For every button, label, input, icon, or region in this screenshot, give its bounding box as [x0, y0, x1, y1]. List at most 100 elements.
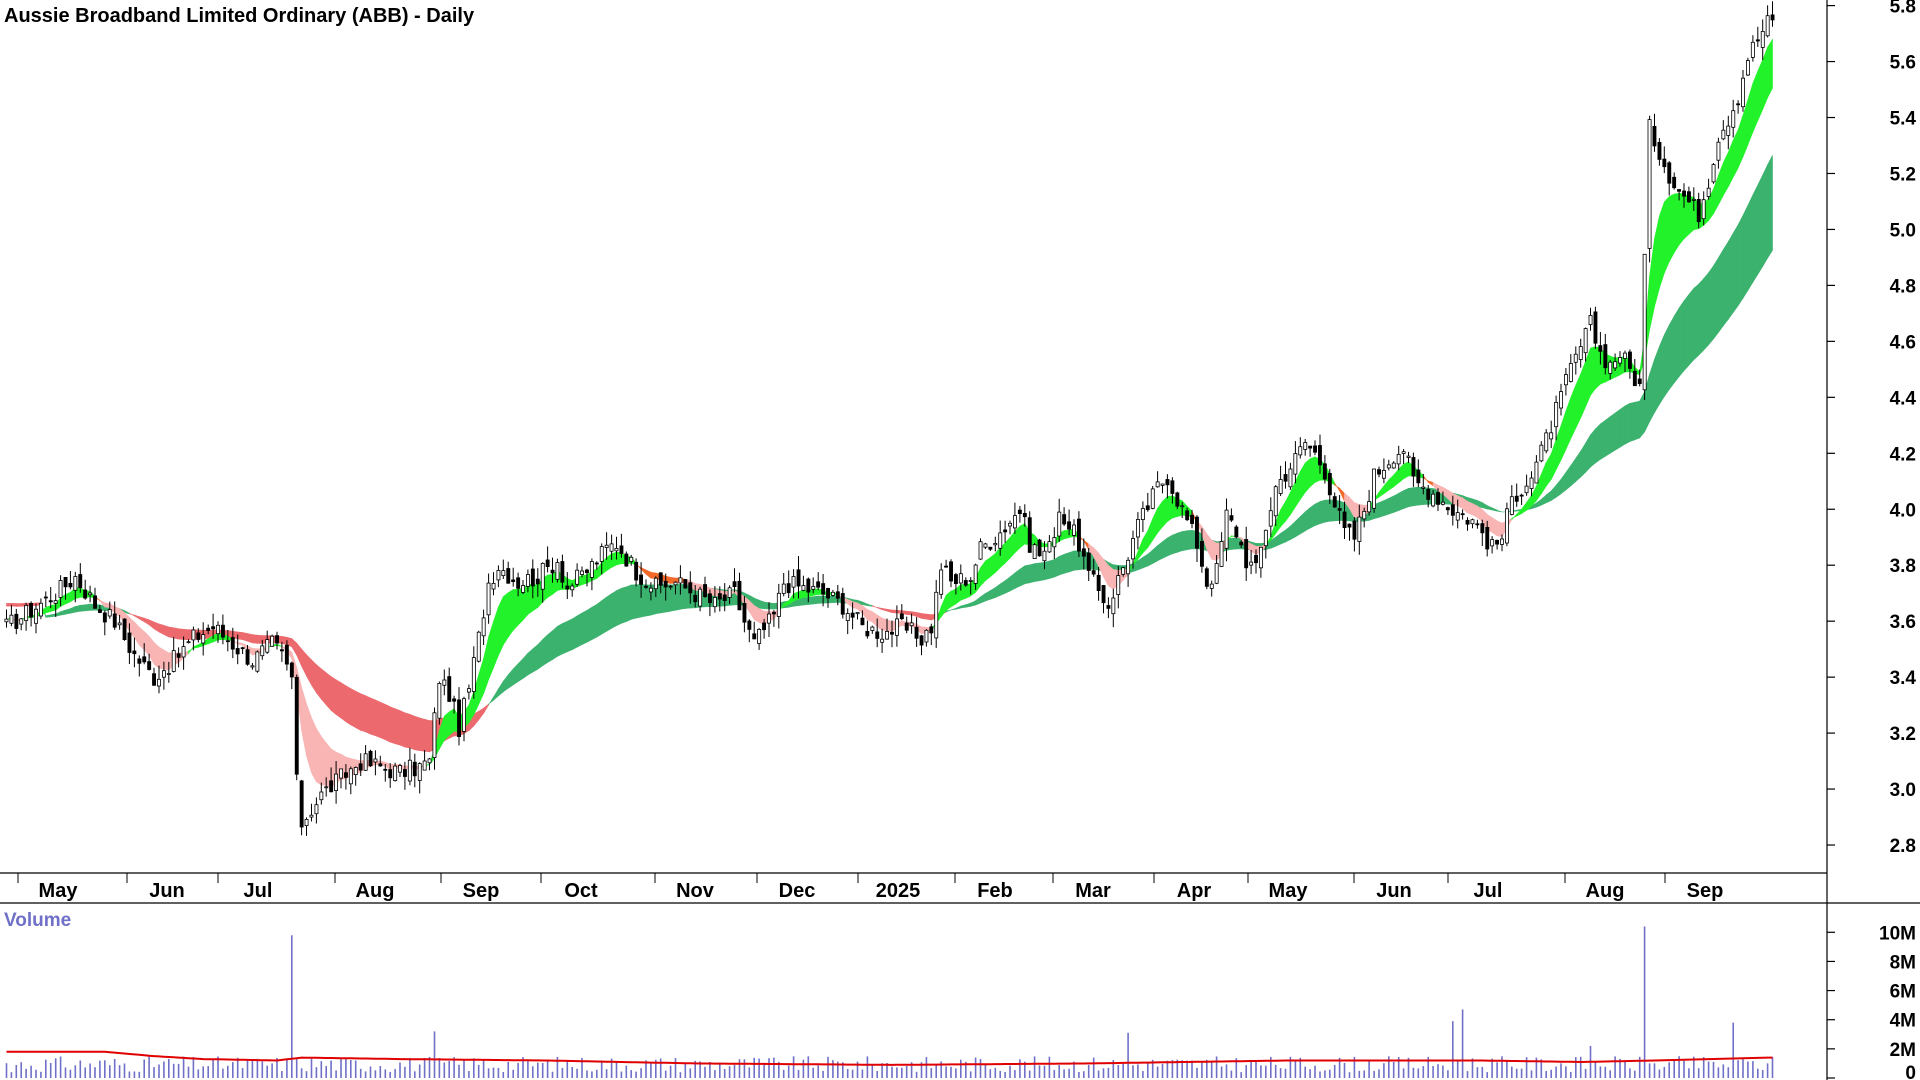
short-term-band-segment — [640, 567, 647, 575]
candle-body — [1357, 516, 1362, 542]
candle-body — [949, 561, 953, 582]
long-term-band-segment — [1044, 560, 1050, 581]
long-term-band-segment — [522, 652, 529, 679]
candle-body — [944, 565, 948, 568]
candle-body — [1386, 464, 1391, 469]
long-term-band-segment — [960, 604, 967, 609]
candle-body — [402, 769, 407, 777]
candle-body — [1293, 453, 1298, 475]
short-term-band-segment — [148, 635, 155, 666]
long-term-band-segment — [601, 596, 607, 635]
short-term-band-segment — [886, 619, 893, 632]
candle-body — [1667, 162, 1672, 184]
month-label: Apr — [1177, 880, 1212, 902]
month-label: May — [39, 880, 79, 902]
candle-body — [1101, 585, 1106, 604]
long-term-band-segment — [1688, 287, 1695, 366]
long-term-band-segment — [1609, 412, 1616, 454]
candle-body — [1017, 509, 1022, 515]
long-term-band-segment — [1693, 283, 1699, 361]
candle-body — [132, 650, 137, 655]
candle-body — [767, 613, 771, 624]
long-term-band-segment — [1378, 500, 1385, 518]
long-term-band-segment — [1398, 490, 1404, 511]
candle-body — [1283, 474, 1288, 482]
short-term-band-segment — [1108, 564, 1114, 590]
short-term-band-segment — [1590, 346, 1596, 397]
candle-body — [619, 545, 624, 554]
candle-body — [166, 673, 171, 675]
candle-body — [954, 574, 958, 584]
month-label: Aug — [1586, 880, 1625, 902]
long-term-band-segment — [1747, 194, 1754, 292]
long-term-band-segment — [989, 587, 996, 600]
candle-body — [216, 624, 220, 635]
long-term-band-segment — [1049, 559, 1055, 579]
volume-moving-average — [6, 1050, 1773, 1066]
month-label: Jul — [1474, 880, 1503, 902]
long-term-band-segment — [1309, 503, 1316, 529]
long-term-band-segment — [1728, 232, 1734, 321]
long-term-band-segment — [817, 595, 824, 604]
short-term-band-segment — [158, 646, 165, 670]
short-term-band-segment — [320, 735, 327, 786]
candle-body — [732, 581, 737, 588]
candle-body — [407, 759, 412, 782]
long-term-band-segment — [1314, 501, 1321, 527]
candle-body — [934, 591, 939, 639]
candle-body — [776, 592, 781, 617]
candle-body — [747, 620, 752, 630]
candle-body — [516, 577, 521, 589]
candle-body — [1229, 515, 1234, 521]
long-term-band-segment — [139, 616, 145, 623]
short-term-band-segment — [498, 596, 504, 656]
long-term-band-segment — [1073, 550, 1080, 571]
short-term-band-segment — [1668, 193, 1675, 262]
short-term-band-segment — [753, 604, 760, 623]
candle-body — [1534, 461, 1539, 484]
long-term-band-segment — [143, 617, 150, 626]
candle-body — [191, 629, 196, 641]
candle-body — [1647, 119, 1652, 249]
candle-body — [1165, 479, 1170, 486]
candle-body — [1057, 511, 1062, 537]
long-term-band-segment — [355, 690, 362, 731]
candle-body — [1126, 559, 1131, 575]
long-term-band-segment — [1737, 215, 1744, 307]
candle-body — [1219, 541, 1224, 567]
candle-body — [1313, 445, 1317, 453]
candle-body — [983, 543, 988, 548]
short-term-band-segment — [1570, 384, 1577, 439]
candle-body — [1598, 345, 1603, 352]
candle-body — [1662, 158, 1667, 168]
short-term-band-segment — [188, 645, 194, 655]
candle-body — [476, 631, 481, 662]
long-term-band-segment — [665, 584, 671, 613]
price-tick-label: 4.6 — [1890, 332, 1916, 353]
candle-body — [1027, 517, 1032, 553]
candle-body — [1362, 510, 1367, 520]
candle-body — [19, 618, 24, 625]
candle-body — [845, 613, 850, 621]
long-term-band-segment — [365, 695, 371, 735]
candle-body — [1539, 444, 1544, 462]
candle-body — [698, 588, 703, 607]
candle-body — [1042, 550, 1047, 562]
candle-body — [1475, 523, 1480, 526]
candle-body — [850, 612, 855, 618]
short-term-band-segment — [502, 592, 509, 646]
short-term-band-segment — [989, 552, 996, 578]
long-term-band-segment — [547, 630, 553, 664]
candle-body — [1180, 505, 1185, 508]
candle-body — [1003, 529, 1008, 533]
candle-body — [176, 653, 181, 658]
candle-body — [1746, 60, 1750, 76]
short-term-band-segment — [1541, 462, 1547, 495]
short-term-band-segment — [1304, 458, 1311, 494]
candle-body — [1618, 357, 1622, 364]
candle-body — [417, 763, 422, 781]
long-term-band-segment — [414, 715, 421, 751]
long-term-band-segment — [498, 680, 504, 697]
candle-body — [363, 753, 368, 771]
